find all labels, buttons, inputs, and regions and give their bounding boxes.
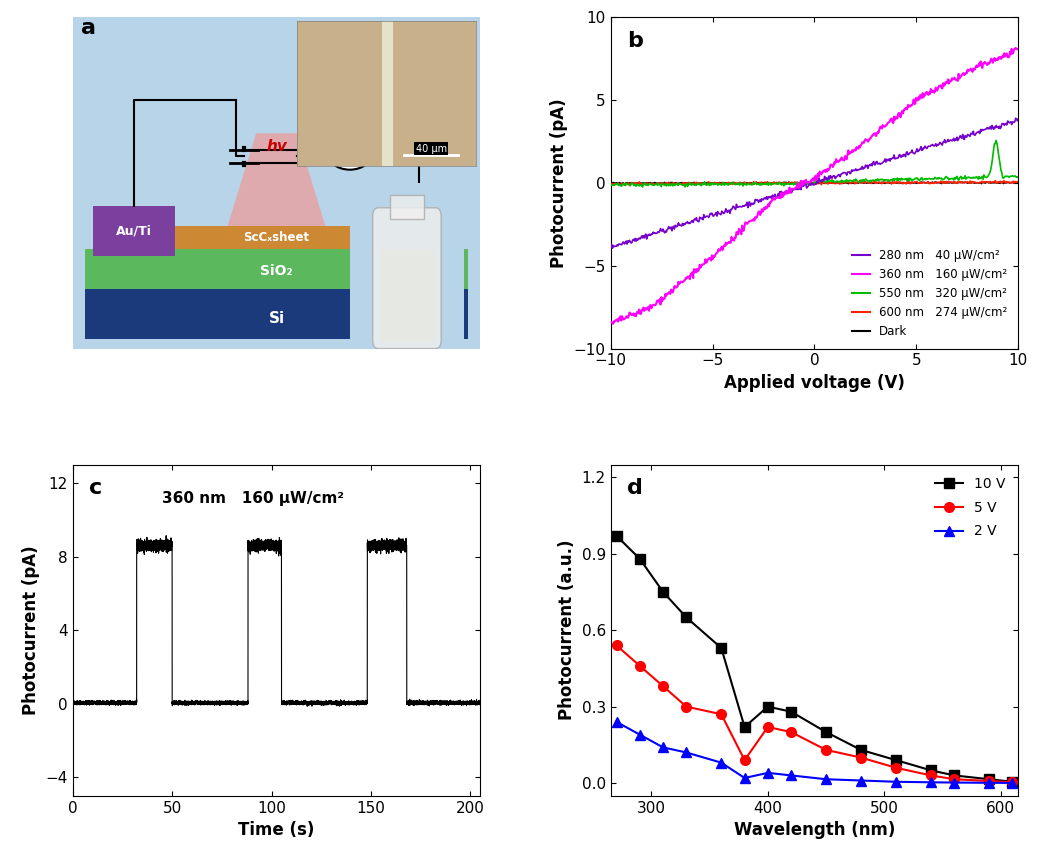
Y-axis label: Photocurrent (pA): Photocurrent (pA) xyxy=(22,545,39,715)
2 V xyxy=(855,775,868,785)
Text: 360 nm   160 μW/cm²: 360 nm 160 μW/cm² xyxy=(162,491,344,506)
Y-axis label: Photocurrent (pA): Photocurrent (pA) xyxy=(551,98,568,268)
2 V xyxy=(610,717,622,727)
10 V xyxy=(634,554,646,564)
2 V xyxy=(889,777,902,787)
5 V xyxy=(610,640,622,650)
Polygon shape xyxy=(228,133,325,226)
5 V xyxy=(762,721,774,732)
10 V xyxy=(925,766,937,776)
10 V xyxy=(610,531,622,541)
Y-axis label: Photocurrent (a.u.): Photocurrent (a.u.) xyxy=(558,540,576,721)
Text: c: c xyxy=(89,477,102,497)
10 V xyxy=(681,612,693,623)
5 V xyxy=(948,774,960,785)
Text: SiO₂: SiO₂ xyxy=(260,264,293,278)
2 V xyxy=(715,758,727,768)
5 V xyxy=(715,709,727,720)
Text: b: b xyxy=(627,30,643,50)
X-axis label: Applied voltage (V): Applied voltage (V) xyxy=(724,374,905,392)
FancyBboxPatch shape xyxy=(85,289,468,338)
2 V xyxy=(1006,778,1018,788)
2 V xyxy=(634,729,646,740)
5 V xyxy=(681,702,693,712)
Text: ScCₓsheet: ScCₓsheet xyxy=(243,231,310,244)
FancyBboxPatch shape xyxy=(94,206,175,256)
X-axis label: Wavelength (nm): Wavelength (nm) xyxy=(734,821,896,839)
2 V xyxy=(925,777,937,787)
10 V xyxy=(983,774,995,785)
Legend: 10 V, 5 V, 2 V: 10 V, 5 V, 2 V xyxy=(930,471,1011,544)
10 V xyxy=(820,727,832,737)
Text: Si: Si xyxy=(268,311,285,326)
FancyBboxPatch shape xyxy=(378,206,460,256)
FancyBboxPatch shape xyxy=(85,249,468,289)
X-axis label: Time (s): Time (s) xyxy=(238,821,315,839)
Line: 5 V: 5 V xyxy=(612,641,1017,787)
2 V xyxy=(739,772,751,783)
10 V xyxy=(855,745,868,755)
Text: d: d xyxy=(627,477,643,497)
5 V xyxy=(739,755,751,766)
2 V xyxy=(820,774,832,785)
2 V xyxy=(983,778,995,788)
5 V xyxy=(983,776,995,786)
5 V xyxy=(634,661,646,671)
10 V xyxy=(1006,777,1018,787)
5 V xyxy=(657,681,669,691)
2 V xyxy=(657,742,669,753)
Text: a: a xyxy=(81,18,96,38)
5 V xyxy=(1006,777,1018,787)
10 V xyxy=(657,586,669,597)
10 V xyxy=(948,770,960,780)
10 V xyxy=(889,755,902,766)
2 V xyxy=(784,770,797,780)
5 V xyxy=(820,745,832,755)
Text: Au/Ti: Au/Ti xyxy=(116,225,152,238)
10 V xyxy=(762,702,774,712)
FancyBboxPatch shape xyxy=(175,226,378,249)
2 V xyxy=(762,767,774,778)
5 V xyxy=(889,763,902,773)
5 V xyxy=(855,753,868,763)
5 V xyxy=(925,770,937,780)
10 V xyxy=(715,643,727,653)
Text: hv: hv xyxy=(266,139,287,154)
Text: Au/Ti: Au/Ti xyxy=(401,225,437,238)
10 V xyxy=(784,707,797,717)
2 V xyxy=(681,747,693,758)
Text: A: A xyxy=(345,143,355,157)
5 V xyxy=(784,727,797,737)
Line: 2 V: 2 V xyxy=(612,717,1017,788)
Circle shape xyxy=(325,130,374,170)
10 V xyxy=(739,721,751,732)
2 V xyxy=(948,778,960,788)
Legend: 280 nm   40 μW/cm², 360 nm   160 μW/cm², 550 nm   320 μW/cm², 600 nm   274 μW/cm: 280 nm 40 μW/cm², 360 nm 160 μW/cm², 550… xyxy=(848,245,1012,343)
Line: 10 V: 10 V xyxy=(612,531,1017,786)
